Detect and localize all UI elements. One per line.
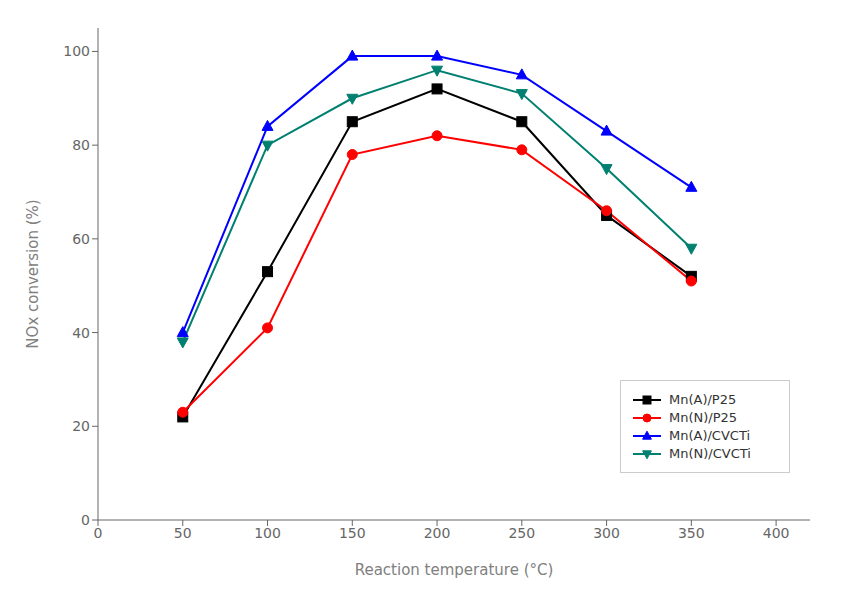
html-text:Mn(N)/P25: Mn(N)/P25 xyxy=(669,410,738,425)
svg-text:400: 400 xyxy=(763,525,790,541)
svg-text:80: 80 xyxy=(72,137,90,153)
svg-text:300: 300 xyxy=(593,525,620,541)
svg-text:350: 350 xyxy=(678,525,705,541)
svg-text:100: 100 xyxy=(254,525,281,541)
html-text:Mn(A)/P25: Mn(A)/P25 xyxy=(669,392,737,407)
svg-text:60: 60 xyxy=(72,231,90,247)
svg-text:0: 0 xyxy=(81,512,90,528)
html-text:Mn(A)/CVCTi: Mn(A)/CVCTi xyxy=(669,428,751,443)
svg-text:20: 20 xyxy=(72,418,90,434)
svg-text:250: 250 xyxy=(508,525,535,541)
svg-text:200: 200 xyxy=(424,525,451,541)
svg-text:100: 100 xyxy=(63,43,90,59)
svg-text:40: 40 xyxy=(72,325,90,341)
svg-text:NOx conversion (%): NOx conversion (%) xyxy=(24,199,42,348)
svg-text:0: 0 xyxy=(94,525,103,541)
svg-text:150: 150 xyxy=(339,525,366,541)
html-text:Mn(N)/CVCTi: Mn(N)/CVCTi xyxy=(669,446,751,461)
svg-text:50: 50 xyxy=(174,525,192,541)
svg-text:Reaction temperature (°C): Reaction temperature (°C) xyxy=(355,561,554,579)
